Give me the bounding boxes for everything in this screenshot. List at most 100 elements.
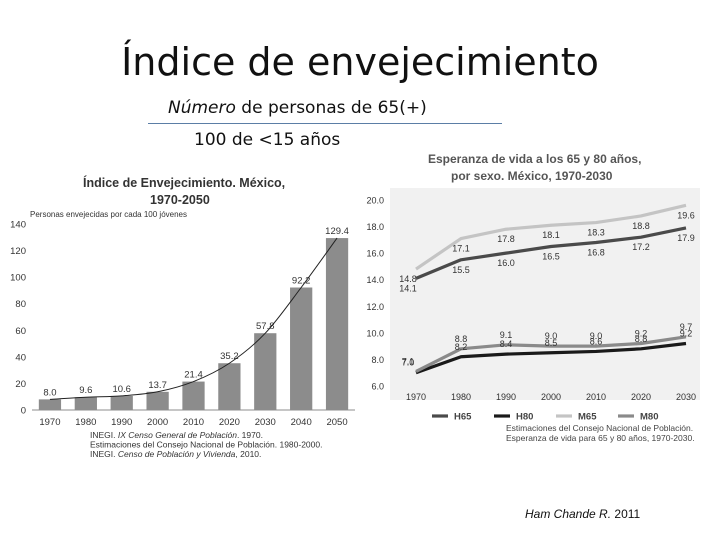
bar-y-tick-label: 40 [15,352,26,363]
line-chart-panel [390,188,700,400]
legend-label-m65: M65 [578,412,597,423]
credit-author: Ham Chande R. [525,507,612,521]
line-point-label: 15.5 [452,265,470,275]
line-chart-title: Esperanza de vida a los 65 y 80 años, [428,152,641,166]
bar-value-label: 35.2 [220,351,239,362]
bar-chart-title-line2: 1970-2050 [150,193,210,207]
bar-y-tick-label: 120 [10,246,26,257]
line-point-label: 18.3 [587,228,605,238]
bar-y-tick-label: 80 [15,299,26,310]
bar [182,381,205,410]
line-point-label: 8.2 [455,342,468,352]
bar-y-tick-label: 140 [10,220,26,231]
line-point-label: 17.2 [632,242,650,252]
formula-numerator-italic: Número [168,98,236,118]
line-series-h80 [415,341,687,375]
bar [38,399,62,410]
line-point-label: 9.1 [500,330,513,340]
line-point-label: 9.0 [590,331,603,341]
line-source-line: Esperanza de vida para 65 y 80 años, 197… [506,433,695,443]
line-point-label: 18.8 [632,221,650,231]
line-point-label: 14.8 [399,274,417,284]
line-point-label: 18.1 [542,230,560,240]
formula-numerator-rest: de personas de 65(+) [235,98,427,118]
bar-chart-subtitle: Personas envejecidas por cada 100 jóvene… [30,210,187,219]
line-point-label: 9.7 [680,322,693,332]
bar-x-tick-label: 1970 [39,417,60,428]
line-point-label: 17.8 [497,234,515,244]
line-series-m65 [415,203,687,271]
bar-value-label: 9.6 [79,385,92,396]
line-y-tick-label: 6.0 [371,382,384,392]
line-x-tick-label: 2010 [586,392,606,402]
legend-label-m80: M80 [640,412,658,423]
formula-fraction-line [148,123,502,124]
bar-chart-title: Índice de Envejecimiento. México, [83,175,285,190]
bar [254,333,277,410]
bar-x-tick-label: 2000 [147,417,168,428]
line-point-label: 7.0 [402,358,415,368]
line-x-tick-label: 1990 [496,392,516,402]
bar-y-tick-label: 20 [15,379,26,390]
line-y-tick-label: 20.0 [366,196,384,206]
line-point-label: 8.5 [545,338,558,348]
bar [290,287,313,410]
bar-value-label: 57.8 [256,321,275,332]
bar-x-tick-label: 2050 [326,417,347,428]
line-point-label: 16.8 [587,248,605,258]
bar-x-tick-label: 1990 [111,417,132,428]
bar [218,363,241,410]
line-y-tick-label: 8.0 [371,355,384,365]
bar-trend-line [49,237,338,400]
line-y-tick-label: 18.0 [366,222,384,232]
bar-y-tick-label: 100 [10,273,26,284]
bar [74,397,97,410]
bar-value-label: 13.7 [148,380,167,391]
bar-x-tick-label: 2040 [291,417,312,428]
slide-title: Índice de envejecimiento [121,40,599,84]
formula-denominator: 100 de <15 años [194,130,341,150]
line-y-tick-label: 14.0 [366,275,384,285]
bar-value-label: 21.4 [184,370,203,381]
line-y-tick-label: 16.0 [366,249,384,259]
line-series-h65 [415,226,687,280]
bar-value-label: 129.4 [325,226,349,237]
line-point-label: 8.8 [455,334,468,344]
credit: Ham Chande R. 2011 [525,507,640,521]
bar-source-line: INEGI. Censo de Población y Vivienda, 20… [90,449,261,459]
bar-source-line: Estimaciones del Consejo Nacional de Pob… [90,440,322,450]
credit-year: 2011 [614,507,641,521]
line-x-tick-label: 1980 [451,392,471,402]
formula-numerator: Número de personas de 65(+) [168,98,427,118]
bar-y-tick-label: 60 [15,326,26,337]
line-point-label: 8.4 [500,339,513,349]
line-point-label: 9.0 [545,331,558,341]
line-point-label: 7.1 [402,356,415,366]
bar-x-tick-label: 1980 [75,417,96,428]
line-x-tick-label: 2020 [631,392,651,402]
legend-label-h65: H65 [454,412,472,423]
bar-x-tick-label: 2020 [219,417,240,428]
line-point-label: 8.6 [590,336,603,346]
line-chart-title-line2: por sexo. México, 1970-2030 [451,169,613,183]
line-point-label: 8.8 [635,334,648,344]
bar-x-tick-label: 2030 [255,417,276,428]
bar-value-label: 10.6 [112,384,131,395]
bar-source-line: INEGI. IX Censo General de Población. 19… [90,430,263,440]
line-source-line: Estimaciones del Consejo Nacional de Pob… [506,423,693,433]
line-y-tick-label: 10.0 [366,328,384,338]
line-point-label: 16.5 [542,252,560,262]
bar [325,238,349,410]
bar-x-tick-label: 2010 [183,417,204,428]
bar [146,391,169,410]
line-x-tick-label: 2000 [541,392,561,402]
line-x-tick-label: 2030 [676,392,696,402]
line-y-tick-label: 12.0 [366,302,384,312]
bar-value-label: 8.0 [43,387,56,398]
bar-y-tick-label: 0 [21,406,26,417]
line-point-label: 19.6 [677,210,695,220]
line-point-label: 14.1 [399,283,417,293]
bar [110,395,133,410]
legend-label-h80: H80 [516,412,533,423]
